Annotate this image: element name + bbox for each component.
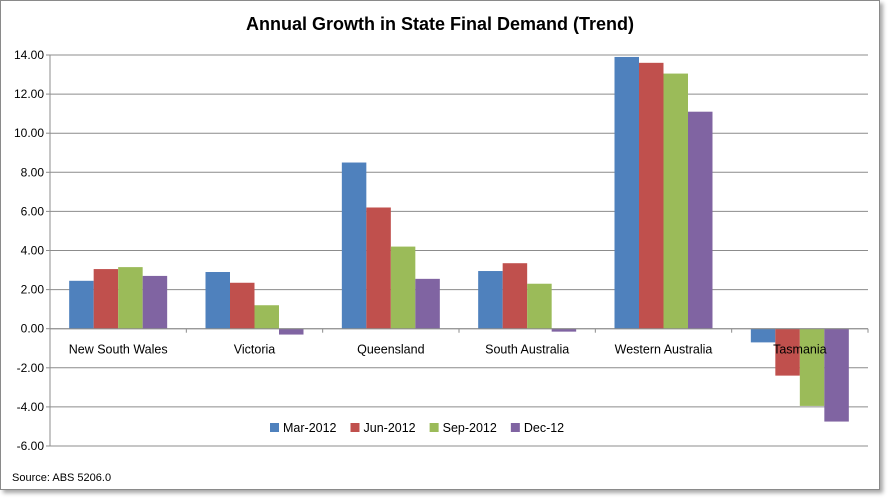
y-axis-ticks: 14.00 12.00 10.00 8.00 6.00 4.00 2.00 0.00 -2.00… xyxy=(14,48,44,453)
chart-frame xyxy=(0,0,880,490)
category-label: South Australia xyxy=(485,343,569,357)
bar xyxy=(614,56,639,329)
bars xyxy=(69,56,849,422)
legend-swatch xyxy=(350,423,360,432)
category-label: Tasmania xyxy=(773,343,827,357)
bar xyxy=(663,73,688,329)
legend-swatch xyxy=(510,423,520,432)
source-note: Source: ABS 5206.0 xyxy=(12,472,111,484)
y-tick-label: 4.00 xyxy=(21,244,45,258)
category-labels: New South Wales Victoria Queensland South A… xyxy=(69,343,827,357)
bar xyxy=(551,328,577,332)
legend-label: Mar-2012 xyxy=(283,421,337,435)
y-tick-label: 6.00 xyxy=(21,204,45,218)
y-tick-label: -4.00 xyxy=(17,400,45,414)
y-tick-label: 12.00 xyxy=(14,87,44,101)
bar xyxy=(478,271,503,329)
bar xyxy=(775,328,800,376)
bar xyxy=(142,275,168,329)
y-tick-label: -2.00 xyxy=(17,361,45,375)
bar xyxy=(415,278,440,329)
legend-label: Sep-2012 xyxy=(443,421,497,435)
bar xyxy=(824,328,849,422)
bar xyxy=(366,207,391,329)
category-label: Western Australia xyxy=(615,343,713,357)
bar xyxy=(69,280,94,329)
bar xyxy=(799,328,825,406)
y-tick-label: -6.00 xyxy=(17,439,45,453)
bar xyxy=(750,328,776,343)
category-label: New South Wales xyxy=(69,343,168,357)
category-label: Queensland xyxy=(357,343,424,357)
legend-swatch xyxy=(270,423,279,432)
y-tick-label: 10.00 xyxy=(14,126,44,140)
bar xyxy=(502,263,528,329)
bar xyxy=(688,111,713,329)
bar xyxy=(390,246,416,329)
category-label: Victoria xyxy=(234,343,276,357)
bar xyxy=(254,305,279,329)
legend-swatch xyxy=(429,423,439,432)
legend-label: Jun-2012 xyxy=(364,421,416,435)
y-tick-label: 8.00 xyxy=(21,165,45,179)
legend-label: Dec-12 xyxy=(524,421,564,435)
bar xyxy=(93,269,119,329)
y-tick-label: 14.00 xyxy=(14,48,44,62)
bar xyxy=(230,282,255,329)
y-tick-label: 0.00 xyxy=(21,322,45,336)
bar xyxy=(341,162,367,329)
chart-title: Annual Growth in State Final Demand (Tre… xyxy=(246,14,634,34)
bar xyxy=(639,62,664,329)
bar xyxy=(279,328,304,335)
bar xyxy=(527,283,552,329)
bar xyxy=(118,267,143,329)
gridlines xyxy=(50,54,868,447)
axes xyxy=(46,54,869,447)
bar xyxy=(205,272,230,329)
y-tick-label: 2.00 xyxy=(21,283,45,297)
legend: Mar-2012 Jun-2012 Sep-2012 Dec-12 xyxy=(270,421,564,435)
